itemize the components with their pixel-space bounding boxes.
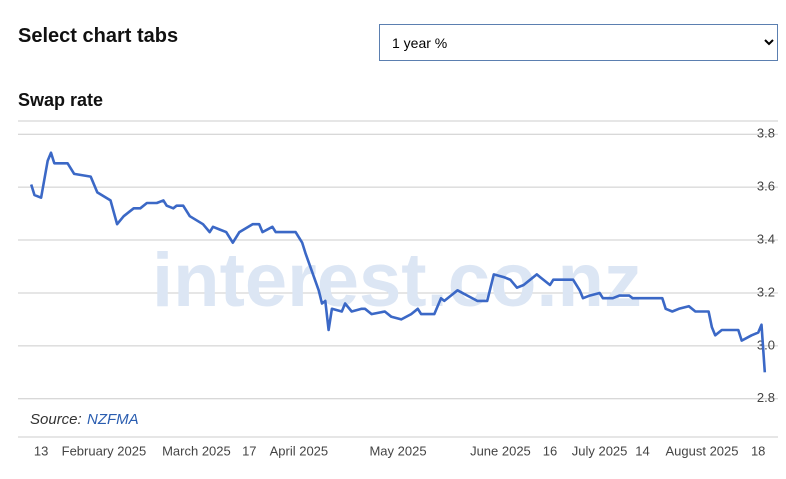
- x-tick-label: May 2025: [369, 443, 426, 458]
- x-tick-label: 16: [543, 443, 557, 458]
- x-tick-label: 14: [635, 443, 649, 458]
- x-tick-label: February 2025: [62, 443, 147, 458]
- source-link[interactable]: NZFMA: [87, 411, 139, 428]
- y-tick-label: 2.8: [757, 390, 775, 405]
- x-tick-label: June 2025: [470, 443, 531, 458]
- y-tick-label: 3.4: [757, 231, 775, 246]
- y-tick-label: 3.6: [757, 179, 775, 194]
- x-tick-label: July 2025: [572, 443, 628, 458]
- x-tick-label: August 2025: [665, 443, 738, 458]
- y-tick-label: 3.2: [757, 284, 775, 299]
- x-tick-label: March 2025: [162, 443, 231, 458]
- x-tick-label: 18: [751, 443, 765, 458]
- x-tick-label: 13: [34, 443, 48, 458]
- page-title: Select chart tabs: [18, 25, 179, 47]
- y-tick-label: 3.8: [757, 126, 775, 141]
- y-tick-label: 3.0: [757, 337, 775, 352]
- series-line: [29, 151, 767, 373]
- x-tick-label: 17: [242, 443, 256, 458]
- source-label: Source:: [30, 411, 82, 428]
- chart-selector[interactable]: 1 year %: [379, 24, 778, 61]
- chart-title: Swap rate: [18, 90, 103, 110]
- x-tick-label: April 2025: [270, 443, 329, 458]
